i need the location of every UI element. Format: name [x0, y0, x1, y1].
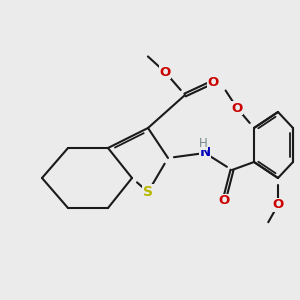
- Text: O: O: [159, 65, 171, 79]
- Text: O: O: [218, 194, 230, 208]
- Text: N: N: [200, 146, 211, 160]
- Text: O: O: [231, 101, 243, 115]
- Text: S: S: [143, 185, 153, 199]
- Text: O: O: [272, 199, 284, 212]
- Text: H: H: [199, 137, 208, 150]
- Text: O: O: [207, 76, 219, 88]
